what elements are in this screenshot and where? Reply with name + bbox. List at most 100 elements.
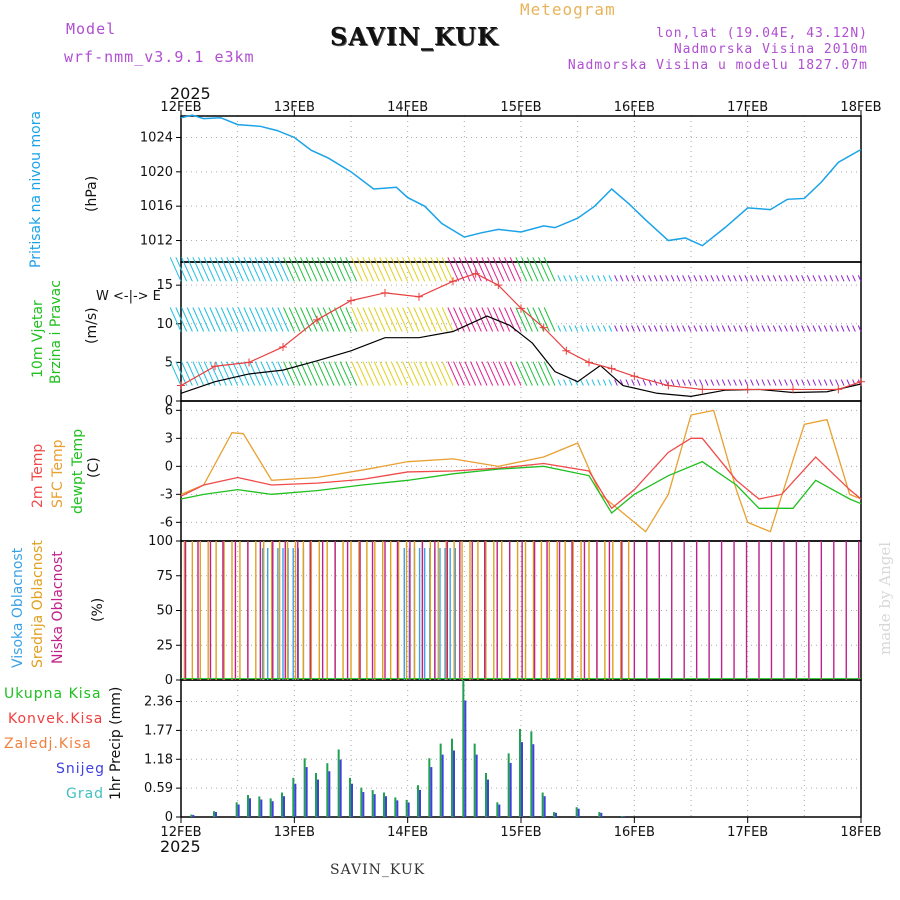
wind-barb — [693, 275, 698, 282]
wind-barb — [789, 325, 794, 332]
wind-barb — [682, 379, 686, 386]
wind-barb — [659, 325, 664, 332]
wind-barb — [738, 379, 743, 386]
wind-barb — [670, 325, 675, 332]
wind-barb — [419, 257, 431, 282]
wind-barb — [453, 257, 465, 282]
wind-barb — [430, 361, 443, 386]
wind-barb — [835, 379, 839, 386]
wind-barb — [557, 275, 562, 282]
wind-barb — [631, 325, 635, 332]
wind-barb — [755, 275, 760, 282]
wind-barb — [203, 361, 216, 386]
wind-barb — [789, 275, 794, 282]
wind-barb — [648, 325, 652, 332]
year-top: 2025 — [170, 84, 211, 103]
wind-barb — [430, 257, 443, 282]
y-tick-label: 6 — [165, 403, 173, 418]
wind-barb — [339, 257, 352, 282]
wind-barb — [504, 307, 516, 332]
y-tick-label: -3 — [160, 487, 173, 502]
wind-barb — [721, 379, 726, 386]
precip-legend-frozen: Zaledj.Kisa — [4, 736, 92, 752]
y-tick-label: 75 — [156, 569, 173, 584]
wind-barb — [464, 257, 477, 282]
wind-barb — [823, 275, 828, 282]
wind-barb — [568, 325, 573, 332]
wind-barb — [345, 361, 358, 386]
wind-barb — [351, 257, 363, 282]
gust-marker — [177, 381, 185, 390]
wind-barb — [532, 361, 545, 386]
y-tick-label: 1.18 — [144, 752, 173, 767]
wind-barb — [441, 257, 454, 282]
wind-barb — [772, 379, 777, 386]
wind-barb — [767, 379, 771, 386]
wind-barb — [277, 361, 290, 386]
wind-barb — [209, 307, 222, 332]
wind-barb — [294, 307, 307, 332]
wind-barb — [857, 325, 862, 332]
precip-bar — [371, 790, 374, 817]
wind-barb — [351, 307, 363, 332]
snow-bar — [271, 801, 274, 817]
wind-barb — [778, 325, 783, 332]
wind-barb — [784, 275, 788, 282]
gust-marker — [607, 364, 616, 373]
precip-bar — [439, 743, 442, 817]
y-tick-label: 0 — [165, 810, 173, 825]
wind-barb — [481, 361, 494, 386]
wind-barb — [373, 257, 386, 282]
wind-barb — [475, 361, 488, 386]
wind-barb — [636, 379, 641, 386]
wind-barb — [761, 325, 766, 332]
wind-barb — [614, 379, 618, 386]
wind-barb — [818, 325, 822, 332]
wind-barb — [475, 257, 488, 282]
wind-barb — [521, 257, 533, 282]
footer-station: SAVIN_KUK — [330, 862, 426, 878]
wind-barb — [436, 257, 448, 282]
series-mslp — [180, 114, 862, 247]
wind-barb — [642, 379, 647, 386]
wind-barb — [801, 379, 805, 386]
x-tick-label-bottom: 14FEB — [387, 825, 428, 840]
precip-bar — [417, 785, 419, 817]
wind-barb — [300, 257, 312, 282]
wind-barb — [744, 379, 749, 386]
wind-barb — [453, 361, 465, 386]
wind-barb — [243, 257, 256, 282]
wind-barb — [521, 307, 533, 332]
precip-bar — [213, 811, 215, 817]
wind-barb — [515, 257, 528, 282]
snow-bar — [362, 792, 365, 817]
wind-barb — [619, 275, 624, 282]
wind-barb — [328, 361, 341, 386]
snow-bar — [373, 794, 376, 817]
x-tick-label-bottom: 18FEB — [840, 825, 881, 840]
y-tick-label: 2.36 — [144, 695, 173, 710]
precip-bar — [337, 749, 340, 817]
wind-barb — [192, 257, 205, 282]
wind-barb — [682, 275, 686, 282]
wind-barb — [710, 275, 715, 282]
gust-marker — [279, 342, 287, 351]
wind-barb — [653, 275, 658, 282]
x-tick-label-top: 12FEB — [160, 100, 201, 115]
wind-barb — [345, 257, 358, 282]
wind-barb — [829, 325, 834, 332]
wind-barb — [636, 275, 641, 282]
precip-bar — [247, 794, 249, 817]
wind-barb — [716, 379, 720, 386]
wind-barb — [665, 325, 669, 332]
wind-barb — [464, 361, 477, 386]
wind-barb — [368, 361, 380, 386]
wind-barb — [175, 257, 188, 282]
precip-bar — [281, 792, 283, 817]
wind-barb — [441, 307, 454, 332]
precip-bar — [462, 680, 465, 817]
wind-barb — [441, 361, 454, 386]
wind-barb — [710, 379, 715, 386]
wind-barb — [509, 257, 522, 282]
wind-barb — [806, 379, 811, 386]
